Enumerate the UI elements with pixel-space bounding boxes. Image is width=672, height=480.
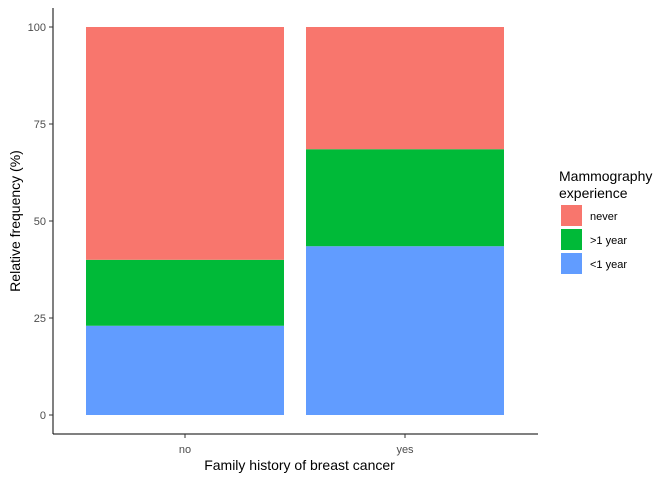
y-tick-label-100: 100 <box>28 22 46 34</box>
bar-segment-yes-1-year <box>306 149 504 247</box>
y-tick-label-75: 75 <box>34 119 46 131</box>
y-ticks-group: 0 25 50 75 100 <box>28 22 53 422</box>
bar-segment-yes-never <box>306 27 504 150</box>
x-tick-label-yes: yes <box>396 444 414 456</box>
y-axis-title: Relative frequency (%) <box>7 150 23 292</box>
y-tick-label-0: 0 <box>40 410 46 422</box>
bar-segment-no-never <box>86 27 284 260</box>
bar-segment-no-1-year <box>86 259 284 326</box>
y-tick-label-25: 25 <box>34 313 46 325</box>
legend-key-never <box>561 205 582 226</box>
x-ticks-group: no yes <box>179 434 414 456</box>
legend-label-never: never <box>590 211 618 223</box>
legend-label-1-year: >1 year <box>590 235 627 247</box>
x-axis-title: Family history of breast cancer <box>204 457 395 473</box>
bars-group <box>86 27 504 415</box>
bar-segment-no-1-year <box>86 325 284 415</box>
legend-items: never >1 year <1 year <box>561 205 627 274</box>
legend-title-line-1: Mammography <box>559 168 652 184</box>
legend-key-1-year <box>561 253 582 274</box>
legend-label-1-year: <1 year <box>590 259 627 271</box>
legend-key-1-year <box>561 229 582 250</box>
x-tick-label-no: no <box>179 444 191 456</box>
legend-title-line-2: experience <box>559 185 628 201</box>
y-tick-label-50: 50 <box>34 216 46 228</box>
legend: Mammography experience never >1 year <1 ye… <box>559 168 652 274</box>
bar-segment-yes-1-year <box>306 246 504 415</box>
